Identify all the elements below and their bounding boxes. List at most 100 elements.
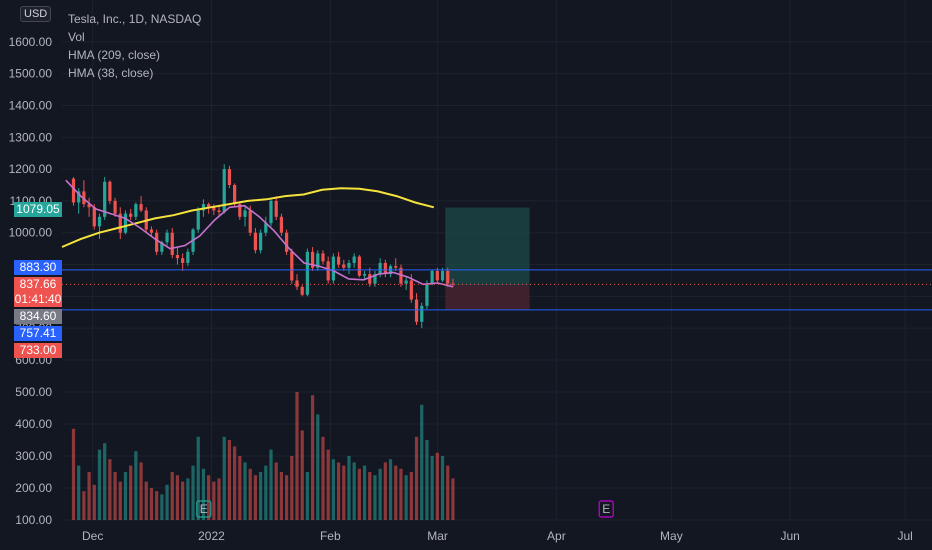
candle-body <box>201 204 206 211</box>
candle-body <box>87 204 91 208</box>
volume-bar <box>310 395 315 520</box>
volume-bar <box>440 456 445 520</box>
indicator-hma-38[interactable]: HMA (38, close) <box>68 66 154 80</box>
indicator-lines <box>61 179 454 288</box>
target-zone[interactable] <box>445 207 530 286</box>
candle-body <box>430 270 434 284</box>
volume-bar <box>425 440 429 520</box>
volume-bar <box>238 456 242 520</box>
volume-bar <box>383 462 387 520</box>
volume-bar <box>160 494 164 520</box>
volume-bar <box>451 478 455 520</box>
candle-body <box>352 256 356 263</box>
time-tick-label: Feb <box>320 529 341 543</box>
candle-body <box>186 251 190 263</box>
volume-bar <box>357 468 361 520</box>
volume-bar <box>207 475 211 520</box>
volume-bar <box>420 404 424 520</box>
volume-bar <box>165 484 169 520</box>
volume-bar <box>201 468 206 520</box>
stop-zone[interactable] <box>445 285 530 310</box>
volume-bar <box>321 436 325 520</box>
time-tick-label: Jul <box>897 529 912 543</box>
volume-bar <box>336 462 341 520</box>
volume-bar <box>284 475 289 520</box>
volume-bar <box>134 451 138 520</box>
candle-body <box>134 204 138 217</box>
candle-body <box>243 210 247 217</box>
volume-bar <box>82 491 86 520</box>
candle-body <box>409 280 413 300</box>
candle-body <box>368 274 372 284</box>
candle-body <box>103 181 107 217</box>
position-zones[interactable] <box>445 207 530 310</box>
candle-body <box>451 283 455 285</box>
candle-body <box>331 256 335 281</box>
indicator-vol[interactable]: Vol <box>68 30 85 44</box>
time-tick-label: Apr <box>547 529 566 543</box>
candle-body <box>71 178 76 203</box>
candle-body <box>207 204 211 208</box>
earnings-marker-label: E <box>602 502 610 516</box>
candle-body <box>310 251 315 268</box>
volume-bar <box>139 462 143 520</box>
candle-body <box>253 232 258 251</box>
candle-body <box>259 232 263 251</box>
volume-bar <box>129 465 133 520</box>
candle-body <box>149 229 154 233</box>
volume-bar <box>373 475 377 520</box>
candle-body <box>139 204 143 211</box>
volume-bar <box>394 465 398 520</box>
volume-bar <box>181 481 185 520</box>
time-tick-label: Mar <box>427 529 448 543</box>
volume-bar <box>212 481 216 520</box>
candle-body <box>404 280 408 284</box>
indicator-hma-209[interactable]: HMA (209, close) <box>68 48 161 62</box>
candle-body <box>300 286 304 295</box>
candle-body <box>217 210 221 213</box>
volume-bar <box>259 472 263 520</box>
time-tick-label: May <box>660 529 683 543</box>
candle-body <box>82 191 86 205</box>
candle-body <box>295 280 299 287</box>
chart-grid <box>62 0 932 521</box>
last-price-badge: 837.66 <box>14 277 62 292</box>
volume-bar <box>123 472 128 520</box>
hma-long-price-badge: 1079.05 <box>14 202 62 217</box>
price-tick-label: 1600.00 <box>9 35 53 49</box>
volume-bar <box>347 456 351 520</box>
candle-body <box>108 181 112 201</box>
candle-body <box>425 283 429 306</box>
candle-body <box>342 264 346 268</box>
price-tick-label: 1000.00 <box>9 226 53 240</box>
candle-body <box>129 213 133 217</box>
level-lines[interactable] <box>62 269 932 311</box>
earnings-marker[interactable] <box>598 500 614 518</box>
candle-body <box>347 262 351 268</box>
volume-bar <box>352 462 356 520</box>
time-tick-label: Dec <box>82 529 103 543</box>
symbol-title[interactable]: Tesla, Inc., 1D, NASDAQ <box>68 12 202 26</box>
candle-body <box>160 242 164 252</box>
volume-bar <box>446 465 450 520</box>
time-axis[interactable]: Dec 2022 Feb Mar Apr May Jun Jul <box>82 529 913 543</box>
volume-bar <box>264 465 268 520</box>
volume-bar <box>430 456 434 520</box>
volume-bar <box>144 481 148 520</box>
price-tick-label: 400.00 <box>15 417 52 431</box>
volume-bar <box>108 459 112 520</box>
currency-label[interactable]: USD <box>20 6 52 22</box>
stop-price-badge: 757.41 <box>14 326 62 341</box>
volume-bar <box>414 436 419 520</box>
candle-body <box>175 255 180 259</box>
price-tick-label: 1200.00 <box>9 162 53 176</box>
earnings-marker[interactable] <box>196 500 212 518</box>
volume-bar <box>149 488 154 520</box>
volume-bar <box>103 443 107 520</box>
candle-body <box>284 232 289 252</box>
volume-bar <box>118 481 122 520</box>
volume-bar <box>316 414 320 520</box>
candle-body <box>165 232 169 243</box>
